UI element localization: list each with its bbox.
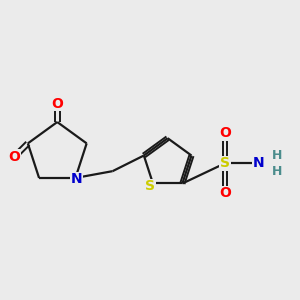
Text: O: O [219, 126, 231, 140]
Text: H: H [272, 149, 282, 162]
Text: S: S [145, 179, 155, 194]
Text: N: N [253, 156, 265, 170]
Text: H: H [272, 165, 282, 178]
Text: O: O [219, 186, 231, 200]
Text: N: N [71, 172, 83, 186]
Text: O: O [51, 97, 63, 111]
Text: S: S [220, 156, 230, 170]
Text: O: O [9, 150, 20, 164]
